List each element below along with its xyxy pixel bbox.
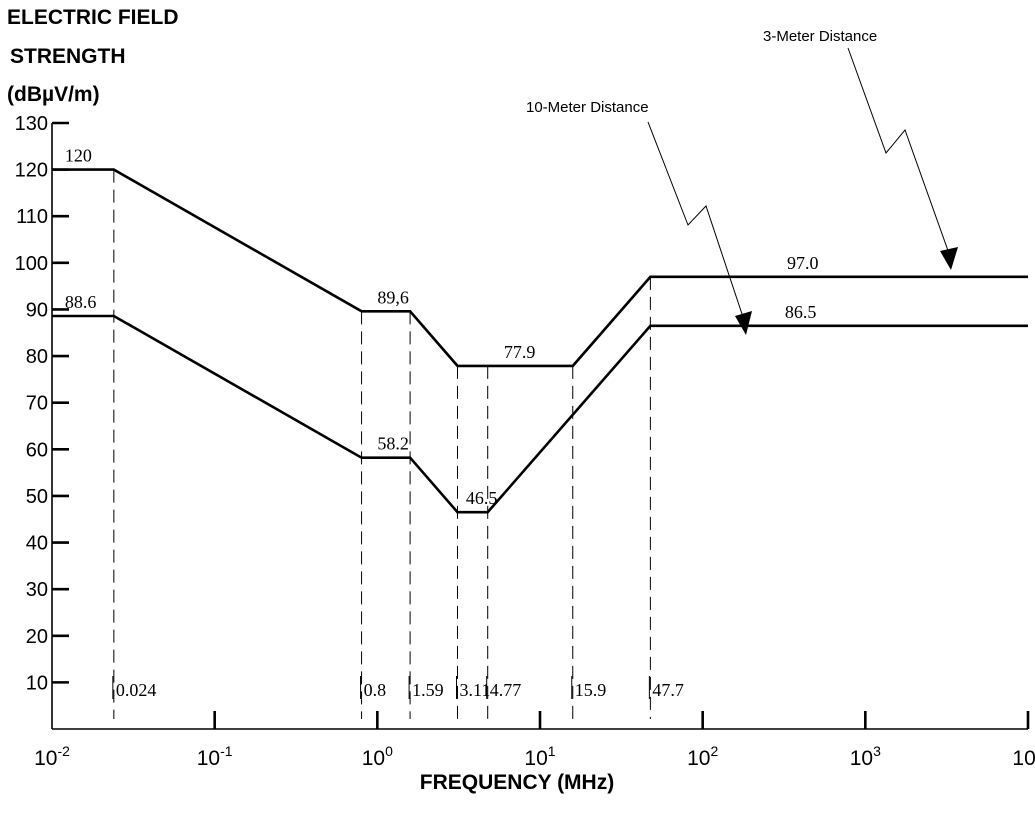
pointer-10m-arrowhead bbox=[735, 311, 752, 335]
y-axis-title-line-2: STRENGTH bbox=[10, 45, 126, 68]
legend-10m: 10-Meter Distance bbox=[526, 99, 752, 335]
breakpoint-lines bbox=[113, 169, 651, 719]
x-tick-label: 10-1 bbox=[197, 743, 233, 770]
y-axis-title: ELECTRIC FIELD STRENGTH (dBµV/m) bbox=[7, 6, 179, 106]
value-label: 89,6 bbox=[377, 287, 409, 307]
y-tick-label: 120 bbox=[15, 160, 48, 182]
y-ticks: 130 120 110 100 90 80 70 60 50 40 30 20 10 bbox=[15, 113, 69, 694]
breakpoint-label: 47.7 bbox=[652, 680, 684, 700]
y-tick-label: 20 bbox=[26, 626, 48, 648]
y-tick-label: 70 bbox=[26, 393, 48, 415]
legend-label-10m: 10-Meter Distance bbox=[526, 99, 649, 116]
x-tick-label: 104 bbox=[1012, 743, 1035, 770]
value-label: 77.9 bbox=[504, 342, 536, 362]
value-label: 46.5 bbox=[466, 488, 498, 508]
y-tick-label: 90 bbox=[26, 299, 48, 321]
x-tick-label: 10-2 bbox=[34, 743, 70, 770]
series-lines bbox=[52, 168, 1028, 514]
legend-label-3m: 3-Meter Distance bbox=[763, 28, 877, 45]
breakpoint-labels: 0.024 0.8 1.59 3.11 4.77 15.9 47.7 bbox=[112, 676, 684, 700]
series-line-10m bbox=[52, 314, 1028, 514]
breakpoint-label: 1.59 bbox=[412, 680, 444, 700]
y-tick-label: 80 bbox=[26, 346, 48, 368]
x-ticks: 10-2 10-1 100 101 102 103 104 bbox=[34, 711, 1035, 770]
y-tick-label: 50 bbox=[26, 486, 48, 508]
y-tick-label: 40 bbox=[26, 533, 48, 555]
value-label: 58.2 bbox=[377, 434, 409, 454]
legend-3m: 3-Meter Distance bbox=[763, 28, 958, 270]
breakpoint-label: 0.8 bbox=[364, 680, 387, 700]
x-tick-label: 101 bbox=[524, 743, 555, 770]
value-label: 88.6 bbox=[65, 292, 97, 312]
breakpoint-label: 15.9 bbox=[575, 680, 607, 700]
y-axis-title-line-3: (dBµV/m) bbox=[7, 83, 100, 106]
breakpoint-label: 3.11 bbox=[459, 680, 490, 700]
y-tick-label: 10 bbox=[26, 672, 48, 694]
y-tick-label: 130 bbox=[15, 113, 48, 135]
y-tick-label: 30 bbox=[26, 579, 48, 601]
y-tick-label: 60 bbox=[26, 439, 48, 461]
y-tick-label: 100 bbox=[15, 253, 48, 275]
x-axis-title: FREQUENCY (MHz) bbox=[420, 771, 614, 794]
value-label: 120 bbox=[65, 146, 92, 166]
x-tick-label: 102 bbox=[687, 743, 718, 770]
y-tick-label: 110 bbox=[16, 206, 48, 228]
series-line-3m bbox=[52, 168, 1028, 368]
pointer-3m-arrowhead bbox=[940, 247, 958, 270]
value-label: 97.0 bbox=[787, 253, 819, 273]
breakpoint-label: 4.77 bbox=[490, 680, 522, 700]
pointer-3m bbox=[847, 47, 952, 260]
value-labels: 120 88.6 89,6 58.2 77.9 46.5 97.0 86.5 bbox=[65, 146, 819, 509]
x-tick-label: 100 bbox=[362, 743, 393, 770]
value-label: 86.5 bbox=[785, 302, 817, 322]
x-tick-label: 103 bbox=[850, 743, 881, 770]
pointer-10m bbox=[647, 121, 746, 324]
breakpoint-label: 0.024 bbox=[116, 680, 156, 700]
y-axis-title-line-1: ELECTRIC FIELD bbox=[7, 6, 179, 29]
